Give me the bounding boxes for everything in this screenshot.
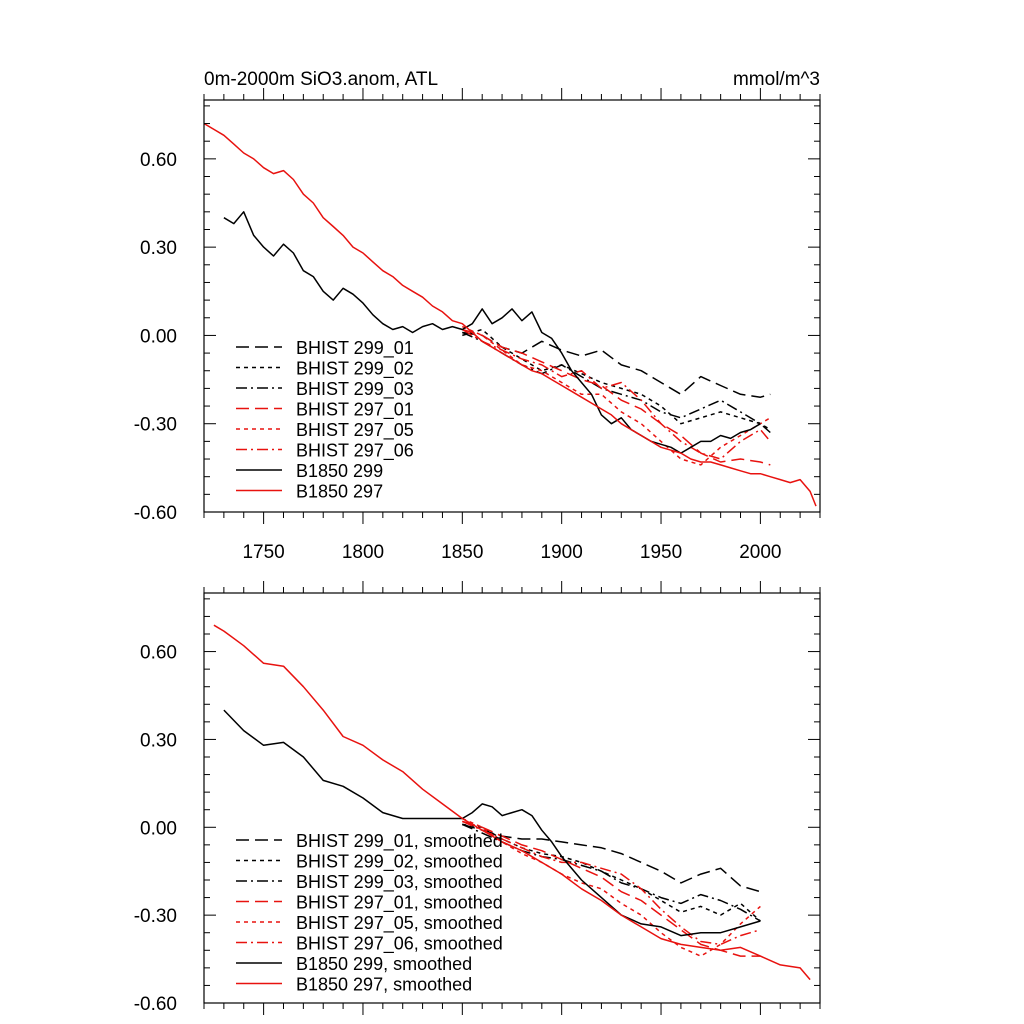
legend-label: BHIST 299_02, smoothed [296, 852, 503, 873]
series-line-4 [462, 328, 771, 466]
legend-label: B1850 299, smoothed [296, 954, 472, 974]
y-tick-label: 0.30 [140, 238, 177, 259]
y-tick-label: -0.60 [134, 994, 177, 1015]
legend-label: BHIST 299_03 [296, 379, 414, 400]
legend-label: BHIST 299_03, smoothed [296, 872, 503, 893]
legend-label: BHIST 297_06, smoothed [296, 934, 503, 955]
legend-label: B1850 297 [296, 482, 383, 502]
y-tick-label: -0.30 [134, 906, 177, 927]
plot-frame [203, 592, 821, 1004]
y-tick-label: 0.00 [140, 818, 177, 839]
series-line-7 [223, 709, 761, 937]
x-tick-label: 1900 [541, 542, 583, 563]
series-line-8 [213, 624, 811, 981]
y-tick-label: 0.60 [140, 150, 177, 171]
y-tick-label: 0.30 [140, 730, 177, 751]
legend-label: BHIST 297_05, smoothed [296, 913, 503, 934]
legend-label: BHIST 297_05 [296, 420, 414, 441]
x-tick-label: 1800 [342, 542, 384, 563]
y-tick-label: 0.00 [140, 326, 177, 347]
lower-panel: -0.60 -0.30 0.00 0.30 0.60 BHIST 299_01, smoo… [134, 581, 821, 1015]
series-line-6 [461, 328, 771, 460]
series-line-1 [462, 331, 771, 398]
series-line-5 [461, 817, 761, 957]
x-tick-label: 2000 [739, 542, 781, 563]
series-line-7 [223, 211, 761, 454]
legend-label: B1850 299 [296, 461, 383, 481]
legend-label: BHIST 297_06 [296, 441, 414, 462]
series-line-8 [203, 122, 817, 507]
x-tick-label: 1750 [242, 542, 284, 563]
legend-label: BHIST 297_01, smoothed [296, 893, 503, 914]
series-line-4 [462, 820, 761, 957]
x-tick-label: 1950 [640, 542, 682, 563]
plot-frame [203, 99, 821, 513]
legend-label: BHIST 299_02 [296, 359, 414, 380]
legend-label: BHIST 299_01, smoothed [296, 831, 503, 852]
legend-label: B1850 297, smoothed [296, 975, 472, 995]
series-line-1 [462, 823, 761, 893]
legend-label: BHIST 299_01 [296, 338, 414, 359]
chart-title: 0m-2000m SiO3.anom, ATL [204, 69, 438, 90]
series-line-6 [461, 820, 761, 946]
series-line-2 [462, 328, 771, 431]
y-tick-label: 0.60 [140, 643, 177, 664]
series-line-3 [461, 331, 771, 434]
legend-label: BHIST 297_01 [296, 400, 414, 421]
units-label: mmol/m^3 [733, 69, 820, 90]
upper-panel: -0.60 -0.30 0.00 0.30 0.60 1750 1800 1850 1900 19… [134, 88, 821, 563]
y-tick-label: -0.30 [134, 415, 177, 436]
x-tick-label: 1850 [441, 542, 483, 563]
y-tick-label: -0.60 [134, 503, 177, 524]
series-line-5 [461, 325, 771, 466]
